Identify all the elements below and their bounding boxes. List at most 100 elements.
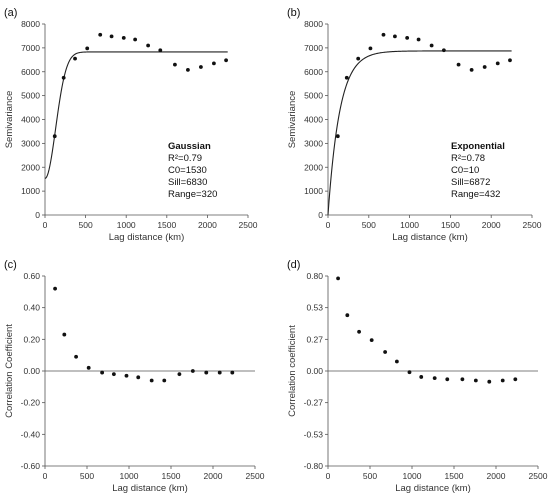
data-point bbox=[199, 65, 203, 69]
data-point bbox=[469, 67, 474, 72]
x-tick-label: 2000 bbox=[487, 471, 506, 481]
data-point bbox=[416, 37, 421, 42]
data-point bbox=[86, 365, 91, 370]
panel-label: (a) bbox=[4, 7, 17, 19]
x-tick-label: 1000 bbox=[403, 471, 422, 481]
data-point bbox=[405, 35, 410, 40]
x-tick-label: 1500 bbox=[441, 220, 460, 230]
y-tick-label: 8000 bbox=[21, 19, 40, 29]
panel-label: (b) bbox=[287, 7, 300, 19]
y-tick-label: 4000 bbox=[304, 115, 323, 125]
data-point bbox=[136, 375, 141, 380]
x-tick-label: 2500 bbox=[239, 220, 258, 230]
data-point bbox=[513, 377, 518, 382]
x-tick-label: 2500 bbox=[523, 220, 542, 230]
data-point bbox=[61, 75, 66, 80]
data-point bbox=[445, 377, 450, 382]
y-tick-label: 5000 bbox=[304, 91, 323, 101]
data-point bbox=[394, 359, 399, 364]
data-point bbox=[508, 58, 512, 63]
y-tick-label: 0.80 bbox=[306, 271, 323, 281]
y-tick-label: 4000 bbox=[21, 115, 40, 125]
data-point bbox=[109, 34, 114, 39]
y-tick-label: -0.53 bbox=[304, 429, 324, 439]
data-point bbox=[121, 35, 126, 40]
x-tick-label: 1500 bbox=[157, 220, 176, 230]
y-tick-label: 0 bbox=[35, 210, 40, 220]
data-point bbox=[356, 56, 361, 61]
data-point bbox=[335, 134, 340, 139]
model-stat-sill: Sill=6830 bbox=[168, 177, 207, 188]
data-point bbox=[500, 378, 505, 383]
x-tick-label: 500 bbox=[363, 471, 377, 481]
x-tick-label: 500 bbox=[80, 471, 94, 481]
x-tick-label: 500 bbox=[362, 220, 376, 230]
data-point bbox=[186, 67, 190, 72]
x-tick-label: 2000 bbox=[204, 471, 223, 481]
data-point bbox=[368, 46, 373, 51]
data-point bbox=[53, 286, 57, 291]
y-tick-label: 0 bbox=[318, 210, 323, 220]
model-stat-r2: R²=0.79 bbox=[168, 153, 202, 164]
x-tick-label: 1500 bbox=[162, 471, 181, 481]
y-tick-label: 5000 bbox=[21, 91, 40, 101]
x-axis-title: Lag distance (km) bbox=[392, 232, 468, 243]
y-tick-label: -0.80 bbox=[304, 461, 324, 471]
data-point bbox=[369, 338, 374, 343]
y-tick-label: 0.53 bbox=[306, 303, 323, 313]
data-point bbox=[173, 62, 177, 67]
chart-panel-3: 0 500 1000 1500 2000 2500 -0.60 -0.40 -0.20 0.00 0… bbox=[4, 259, 265, 494]
data-point bbox=[345, 313, 350, 318]
data-point bbox=[190, 369, 195, 373]
x-tick-label: 0 bbox=[43, 471, 48, 481]
y-tick-label: 7000 bbox=[21, 43, 40, 53]
data-point bbox=[133, 37, 138, 42]
data-point bbox=[162, 378, 167, 383]
chart-panel-1: 0 500 1000 1500 2000 2500 0 1000 2000 3000 4000 500… bbox=[4, 7, 258, 243]
y-tick-label: 3000 bbox=[304, 138, 323, 148]
chart-panel-4: 0 500 1000 1500 2000 2500 -0.80 -0.53 -0.27 0.00 0… bbox=[287, 259, 548, 494]
model-stat-c0: C0=1530 bbox=[168, 165, 207, 176]
data-point bbox=[217, 370, 222, 375]
x-tick-label: 0 bbox=[43, 220, 48, 230]
data-point bbox=[177, 372, 182, 377]
model-stat-name: Gaussian bbox=[168, 141, 211, 152]
data-point bbox=[98, 32, 103, 37]
data-point bbox=[224, 58, 228, 63]
data-point bbox=[62, 332, 67, 337]
x-tick-label: 2500 bbox=[529, 471, 548, 481]
y-tick-label: -0.60 bbox=[21, 461, 41, 471]
x-tick-label: 2000 bbox=[198, 220, 217, 230]
model-curve bbox=[327, 50, 512, 215]
x-axis-title: Lag distance (km) bbox=[109, 232, 185, 243]
model-stat-c0: C0=10 bbox=[451, 165, 479, 176]
data-point bbox=[74, 354, 78, 359]
data-point bbox=[158, 48, 163, 53]
x-tick-label: 1000 bbox=[117, 220, 136, 230]
data-point bbox=[495, 61, 500, 66]
data-point bbox=[73, 56, 77, 61]
model-stat-range: Range=432 bbox=[451, 189, 500, 200]
data-point bbox=[212, 61, 216, 66]
data-point bbox=[460, 377, 465, 382]
y-axis-title: Semivariance bbox=[287, 91, 298, 149]
y-axis-title: Correlation Coefficient bbox=[4, 324, 15, 418]
data-point bbox=[146, 43, 151, 48]
data-point bbox=[381, 32, 386, 37]
data-point bbox=[52, 134, 57, 139]
y-axis-title: Correlation coefficient bbox=[287, 325, 298, 417]
y-tick-label: -0.27 bbox=[304, 398, 324, 408]
y-axis-title: Semivariance bbox=[4, 91, 15, 149]
x-axis-title: Lag distance (km) bbox=[395, 483, 471, 494]
y-tick-label: 0.00 bbox=[23, 366, 40, 376]
data-point bbox=[407, 370, 412, 375]
model-stat-sill: Sill=6872 bbox=[451, 177, 490, 188]
x-tick-label: 2000 bbox=[482, 220, 501, 230]
x-tick-label: 2500 bbox=[246, 471, 265, 481]
model-curve bbox=[44, 51, 228, 179]
data-point bbox=[149, 378, 154, 383]
model-stat-name: Exponential bbox=[451, 141, 505, 152]
y-tick-label: 2000 bbox=[304, 162, 323, 172]
data-point bbox=[230, 370, 235, 375]
chart-panel-2: 0 500 1000 1500 2000 2500 0 1000 2000 3000 4000 500… bbox=[287, 7, 542, 243]
